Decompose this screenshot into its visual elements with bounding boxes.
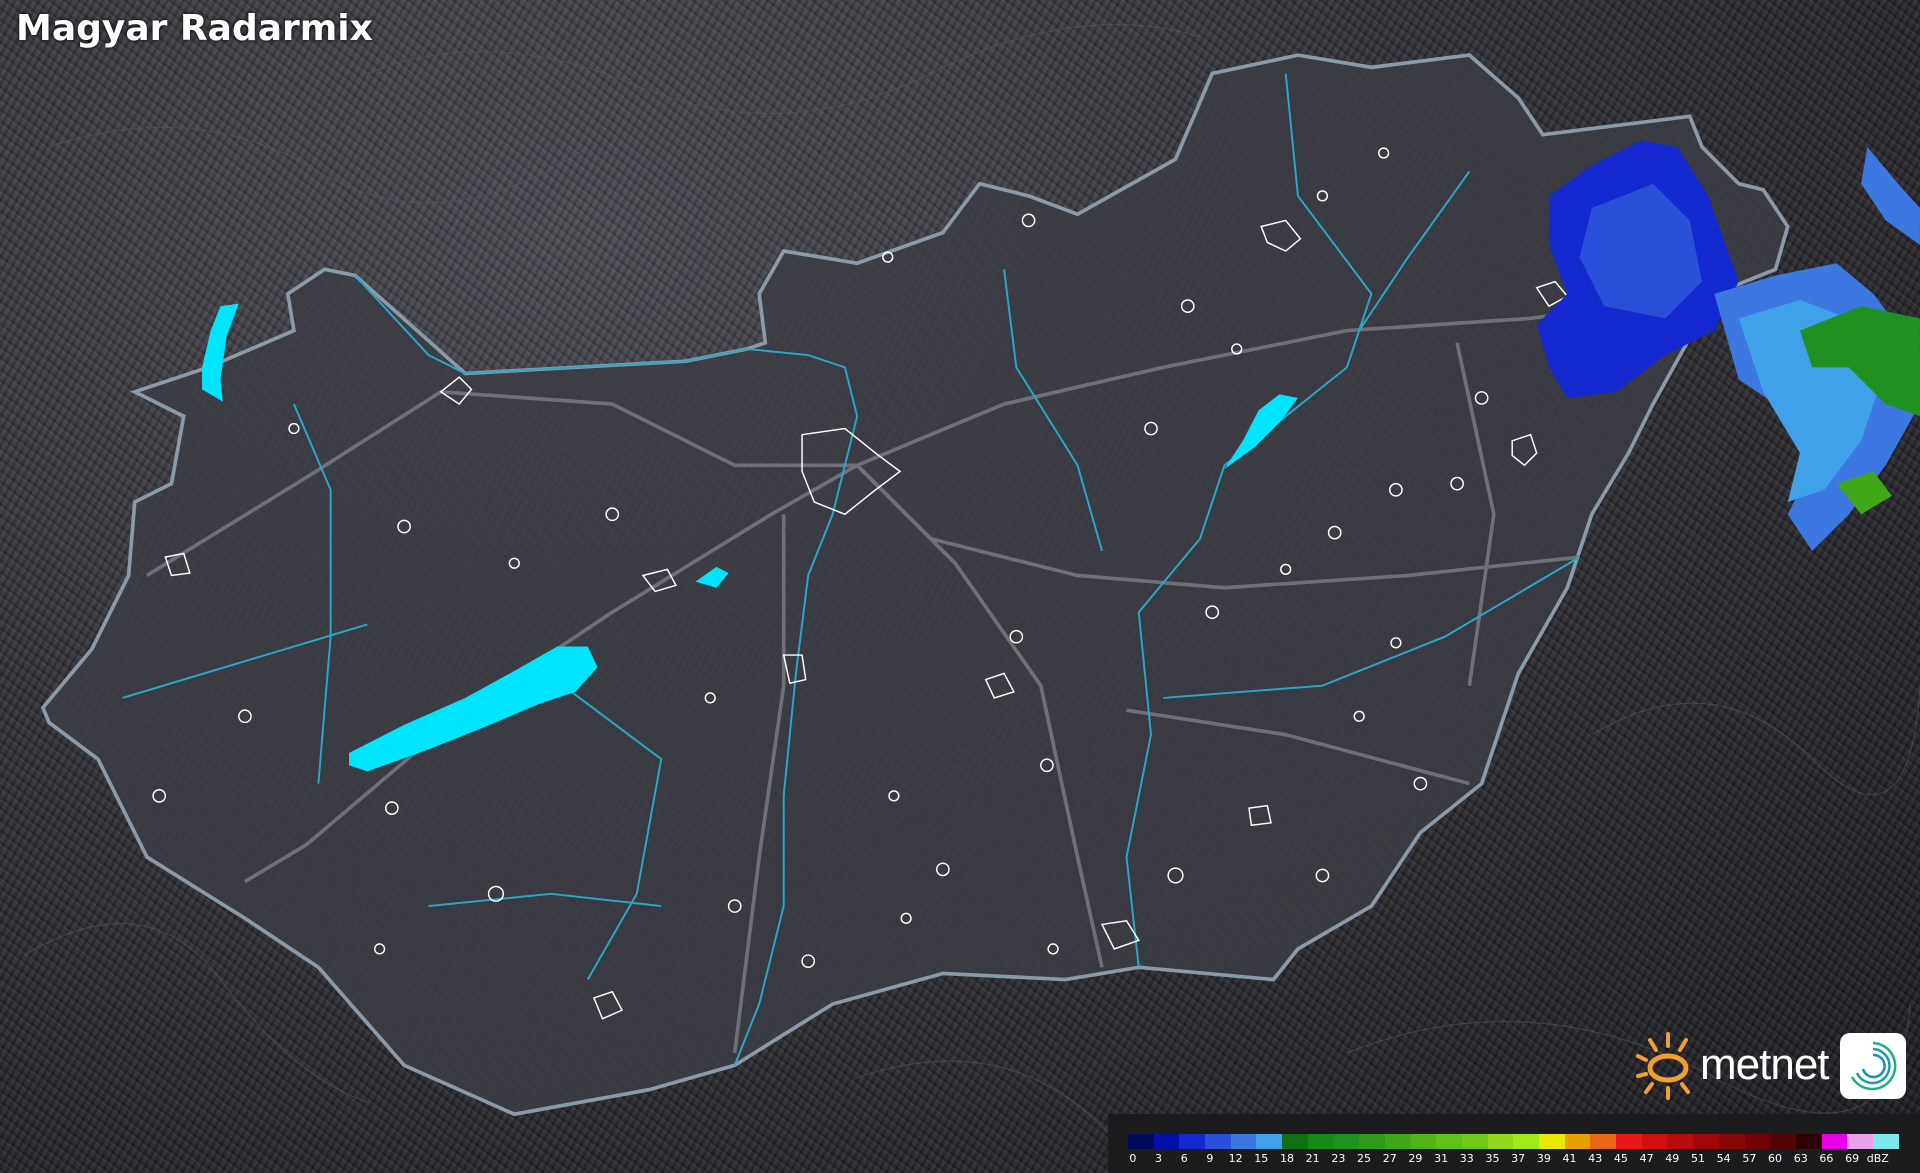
legend-swatch [1153,1134,1180,1149]
legend-label: 51 [1690,1152,1705,1165]
legend-label: 37 [1511,1152,1526,1165]
legend-label: 35 [1485,1152,1500,1165]
roads [146,292,1715,1054]
legend-swatch [1872,1134,1899,1149]
legend-label: 39 [1536,1152,1551,1165]
legend-unit: dBZ [1866,1152,1889,1165]
legend-swatch [1461,1134,1488,1149]
legend-label: 3 [1155,1152,1163,1165]
legend-swatch [1821,1134,1848,1149]
legend-swatch [1744,1134,1771,1149]
legend-label: 29 [1408,1152,1423,1165]
legend-swatch [1693,1134,1719,1149]
legend-label: 41 [1562,1152,1577,1165]
legend-swatches [1128,1134,1899,1149]
legend-swatch [1718,1134,1745,1149]
lakes [202,303,1298,772]
rivers [122,73,1581,1066]
legend-label: 23 [1331,1152,1346,1165]
legend-label: 6 [1180,1152,1188,1165]
legend-swatch [1513,1134,1539,1149]
legend-label: 47 [1639,1152,1654,1165]
dbz-color-legend: 0 3 6 9 12 15 18 21 23 25 27 29 31 33 35 37 39 41 43 45 47 49… [1108,1114,1920,1173]
legend-label: 25 [1357,1152,1372,1165]
legend-swatch [1847,1134,1873,1149]
legend-label: 18 [1279,1152,1294,1165]
legend-swatch [1539,1134,1565,1149]
lake-balaton [349,646,598,772]
legend-label: 45 [1613,1152,1628,1165]
legend-label: 21 [1305,1152,1320,1165]
legend-label: 57 [1742,1152,1757,1165]
legend-swatch [1590,1134,1617,1149]
legend-label: 63 [1793,1152,1808,1165]
legend-label: 12 [1228,1152,1243,1165]
lake-tisza [1224,394,1298,469]
lake-velence [695,566,729,588]
lake-ferto [202,303,239,402]
swirl-icon [1850,1041,1897,1091]
legend-swatch [1667,1134,1694,1149]
legend-label: 27 [1382,1152,1397,1165]
legend-swatch [1384,1134,1411,1149]
legend-swatch [1616,1134,1642,1149]
legend-label: 60 [1768,1152,1783,1165]
town-outlines [152,147,1569,1020]
legend-labels: 0 3 6 9 12 15 18 21 23 25 27 29 31 33 35 37 39 41 43 45 47 49… [1120,1152,1891,1165]
legend-swatch [1205,1134,1231,1149]
metnet-logo: metnet [1636,1030,1830,1100]
legend-swatch [1487,1134,1514,1149]
hungary-border [40,53,1790,1117]
legend-label: 33 [1459,1152,1474,1165]
legend-label: 66 [1819,1152,1834,1165]
legend-swatch [1436,1134,1462,1149]
radar-echoes [1536,140,1920,551]
legend-label: 69 [1845,1152,1860,1165]
map-title: Magyar Radarmix [16,8,373,49]
legend-swatch [1770,1134,1796,1149]
legend-label: 0 [1129,1152,1137,1165]
legend-swatch [1179,1134,1206,1149]
legend-swatch [1230,1134,1257,1149]
legend-label: 9 [1206,1152,1214,1165]
legend-label: 49 [1665,1152,1680,1165]
legend-swatch [1256,1134,1283,1149]
legend-swatch [1564,1134,1591,1149]
legend-label: 15 [1254,1152,1269,1165]
legend-swatch [1128,1134,1154,1149]
terrain-relief [24,23,1920,1173]
legend-label: 31 [1434,1152,1449,1165]
legend-swatch [1359,1134,1385,1149]
legend-swatch [1641,1134,1668,1149]
brand-name: metnet [1700,1040,1830,1089]
legend-swatch [1282,1134,1308,1149]
sun-icon [1636,1032,1690,1100]
legend-swatch [1307,1134,1334,1149]
app-icon [1840,1033,1906,1099]
legend-swatch [1333,1134,1360,1149]
legend-swatch [1795,1134,1822,1149]
legend-label: 54 [1716,1152,1731,1165]
legend-swatch [1410,1134,1437,1149]
legend-label: 43 [1588,1152,1603,1165]
